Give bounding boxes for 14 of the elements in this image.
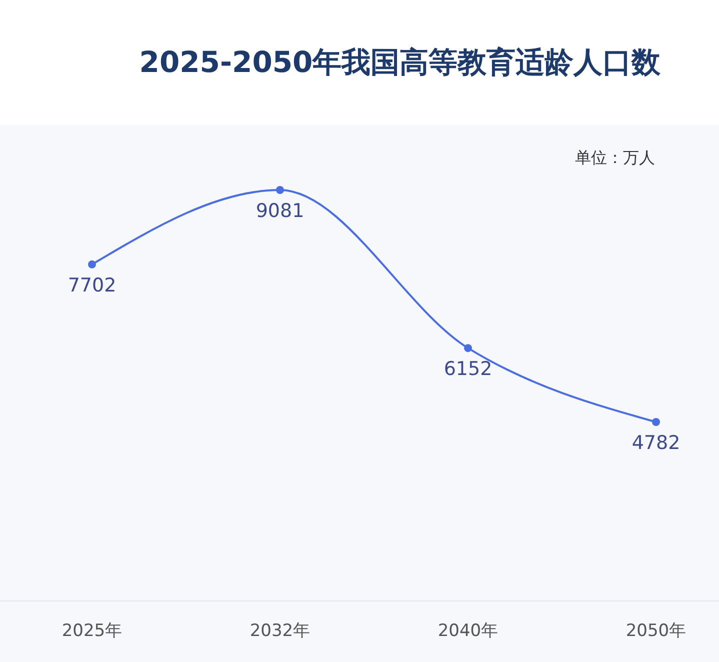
point xyxy=(652,418,660,426)
x-tick-label: 2032年 xyxy=(250,621,310,641)
point xyxy=(464,344,472,352)
point xyxy=(88,260,96,268)
point xyxy=(276,186,284,194)
x-tick-label: 2025年 xyxy=(62,621,122,641)
data-label: 9081 xyxy=(256,200,304,222)
chart-title: 2025-2050年我国高等教育适龄人口数 xyxy=(139,45,662,79)
x-tick-label: 2050年 xyxy=(626,621,686,641)
data-label: 6152 xyxy=(444,358,492,380)
text: 单位：万人 xyxy=(575,148,655,167)
x-tick-label: 2040年 xyxy=(438,621,498,641)
data-label: 7702 xyxy=(68,274,116,296)
data-label: 4782 xyxy=(632,432,680,454)
